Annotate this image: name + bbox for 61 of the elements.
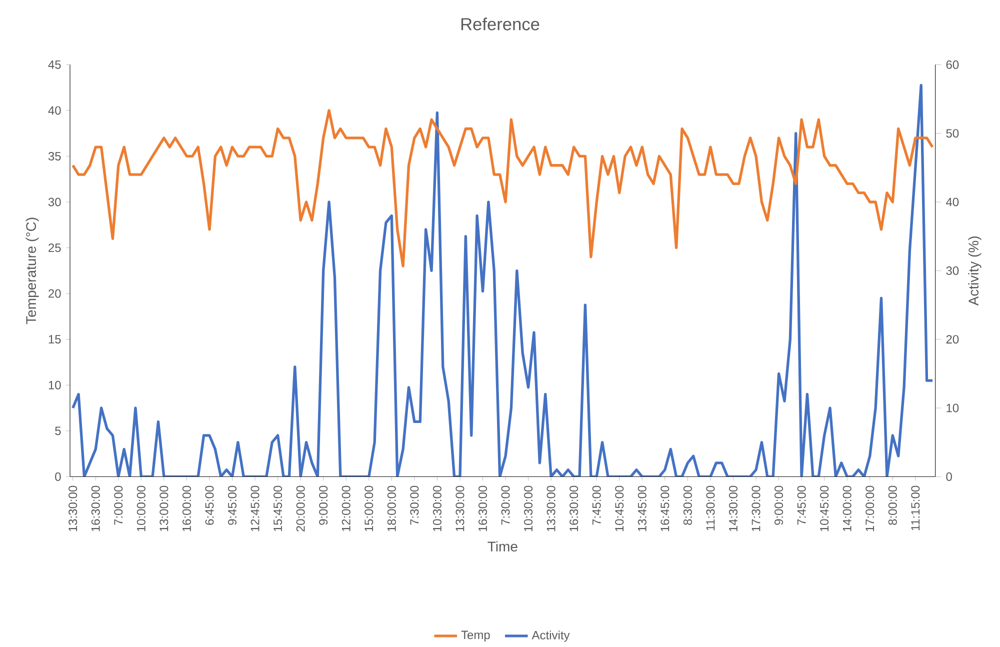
y2-tick-label: 10 <box>946 404 959 412</box>
x-tick-label: 10:30:00 <box>432 486 442 532</box>
x-tick-label: 9:00:00 <box>774 486 784 526</box>
x-axis-title: Time <box>488 541 518 552</box>
y-tick-label: 40 <box>48 106 61 115</box>
x-tick-label: 8:30:00 <box>683 486 692 526</box>
y-tick-label: 30 <box>48 198 61 206</box>
y2-tick-label: 60 <box>946 60 959 70</box>
x-tick-label: 13:45:00 <box>638 486 646 532</box>
y-tick-label: 35 <box>48 152 61 161</box>
y-tick-label: 0 <box>55 472 61 482</box>
y2-tick-label: 0 <box>946 472 952 482</box>
x-tick-label: 10:45:00 <box>615 486 624 532</box>
x-tick-label: 18:00:00 <box>387 486 396 532</box>
x-tick-label: 6:45:00 <box>205 486 214 525</box>
x-tick-label: 16:30:00 <box>570 486 578 532</box>
x-tick-label: 7:30:00 <box>501 486 510 525</box>
x-tick-label: 14:00:00 <box>842 486 852 532</box>
x-tick-label: 10:00:00 <box>136 486 146 532</box>
y-tick-label: 20 <box>48 289 61 298</box>
x-tick-label: 8:00:00 <box>888 486 897 526</box>
x-tick-label: 11:15:00 <box>911 486 920 530</box>
y-tick-label: 15 <box>48 335 61 344</box>
x-tick-label: 16:30:00 <box>478 486 487 532</box>
x-tick-label: 7:45:00 <box>592 486 601 525</box>
x-tick-label: 17:00:00 <box>866 486 874 532</box>
x-tick-label: 12:45:00 <box>250 486 260 532</box>
y-tick-label: 10 <box>48 381 61 390</box>
x-tick-label: 20:00:00 <box>296 486 305 532</box>
x-tick-label: 12:00:00 <box>342 486 350 532</box>
x-tick-label: 16:45:00 <box>660 486 670 532</box>
x-tick-label: 9:45:00 <box>228 486 237 526</box>
x-tick-label: 9:00:00 <box>319 486 328 526</box>
x-tick-label: 10:45:00 <box>820 486 829 532</box>
x-tick-label: 10:30:00 <box>524 486 533 532</box>
x-tick-label: 15:45:00 <box>274 486 282 532</box>
y-tick-label: 45 <box>48 60 61 70</box>
y-tick-label: 5 <box>55 426 61 436</box>
x-tick-label: 13:30:00 <box>546 486 556 532</box>
x-tick-label: 13:30:00 <box>456 486 464 532</box>
x-tick-label: 7:30:00 <box>410 486 419 525</box>
legend-label: Temp <box>461 630 490 642</box>
y2-tick-label: 20 <box>946 335 959 344</box>
x-tick-label: 15:00:00 <box>364 486 374 532</box>
legend-label: Activity <box>532 630 570 642</box>
x-tick-label: 13:00:00 <box>160 486 168 532</box>
x-tick-label: 14:30:00 <box>728 486 738 532</box>
x-tick-label: 16:30:00 <box>91 486 100 532</box>
y-tick-label: 25 <box>48 244 61 252</box>
y2-axis-title: Activity (%) <box>968 236 982 306</box>
y2-tick-label: 40 <box>946 198 959 206</box>
x-tick-label: 11:30:00 <box>706 486 715 530</box>
y2-tick-label: 50 <box>946 129 959 138</box>
x-tick-label: 7:00:00 <box>114 486 123 525</box>
x-tick-label: 16:00:00 <box>182 486 191 532</box>
x-tick-label: 13:30:00 <box>68 486 78 532</box>
x-tick-label: 7:45:00 <box>797 486 806 525</box>
y2-tick-label: 30 <box>946 266 959 276</box>
y-axis-title: Temperature (°C) <box>26 218 39 324</box>
x-tick-label: 17:30:00 <box>752 486 760 532</box>
chart-title: Reference <box>461 18 540 31</box>
